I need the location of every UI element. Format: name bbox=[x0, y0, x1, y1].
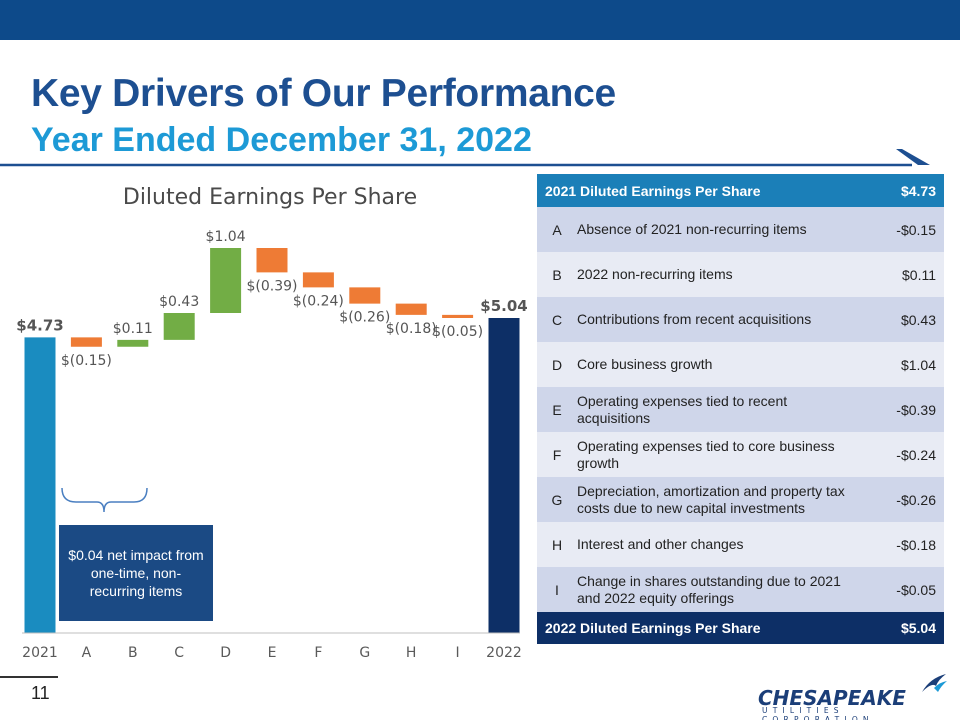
table-row: E Operating expenses tied to recent acqui… bbox=[537, 387, 944, 432]
footer-label: 2022 Diluted Earnings Per Share bbox=[545, 620, 761, 636]
data-label-a: $(0.15) bbox=[61, 353, 112, 369]
row-description: 2022 non-recurring items bbox=[577, 266, 733, 282]
bar-h bbox=[395, 303, 427, 315]
footer-value: $5.04 bbox=[900, 620, 936, 636]
row-letter: B bbox=[552, 266, 562, 283]
data-label-i: $(0.05) bbox=[432, 324, 483, 340]
table-header-row: 2021 Diluted Earnings Per Share $4.73 bbox=[537, 174, 944, 207]
bar-g bbox=[349, 287, 381, 304]
header-label: 2021 Diluted Earnings Per Share bbox=[545, 182, 761, 199]
brace-icon bbox=[61, 487, 148, 513]
row-value: -$0.18 bbox=[896, 536, 936, 553]
data-label-2021: $4.73 bbox=[16, 316, 63, 334]
logo-subtitle: UTILITIES CORPORATION bbox=[762, 706, 874, 720]
table-row: B 2022 non-recurring items $0.11 bbox=[537, 252, 944, 297]
bar-b bbox=[117, 339, 149, 347]
row-letter: A bbox=[552, 221, 562, 238]
data-label-c: $0.43 bbox=[159, 294, 199, 310]
x-tick-g: G bbox=[359, 645, 370, 661]
x-tick-e: E bbox=[268, 645, 277, 661]
x-tick-f: F bbox=[314, 645, 322, 661]
row-description: Change in shares outstanding due to 2021… bbox=[577, 572, 841, 606]
page-number: 11 bbox=[31, 683, 50, 703]
data-label-b: $0.11 bbox=[113, 321, 153, 337]
data-label-g: $(0.26) bbox=[339, 310, 390, 326]
chart-title: Diluted Earnings Per Share bbox=[122, 185, 418, 210]
data-label-2022: $5.04 bbox=[480, 297, 527, 315]
bar-f bbox=[302, 272, 334, 288]
row-value: -$0.26 bbox=[896, 491, 936, 508]
page-title: Key Drivers of Our Performance bbox=[31, 72, 616, 115]
x-tick-2021: 2021 bbox=[22, 645, 58, 661]
bar-e bbox=[256, 248, 288, 273]
bar-2021 bbox=[24, 337, 56, 633]
page-number-rule bbox=[0, 676, 58, 678]
x-tick-a: A bbox=[82, 645, 92, 661]
bird-icon bbox=[922, 674, 947, 692]
row-description: Contributions from recent acquisitions bbox=[577, 311, 812, 327]
row-letter: I bbox=[555, 581, 559, 598]
bar-c bbox=[163, 313, 195, 340]
data-label-d: $1.04 bbox=[206, 229, 246, 245]
row-description: Depreciation, amortization and property … bbox=[577, 482, 845, 516]
table-row: H Interest and other changes -$0.18 bbox=[537, 522, 944, 567]
bar-d bbox=[210, 248, 242, 313]
row-description: Interest and other changes bbox=[577, 536, 744, 552]
row-letter: E bbox=[552, 401, 562, 418]
row-value: $0.43 bbox=[900, 311, 936, 328]
row-letter: F bbox=[552, 446, 562, 463]
row-value: -$0.05 bbox=[896, 581, 936, 598]
row-description: Core business growth bbox=[577, 356, 713, 372]
row-letter: C bbox=[551, 311, 563, 328]
data-label-f: $(0.24) bbox=[293, 293, 344, 309]
net-impact-note: $0.04 net impact from one-time, non-recu… bbox=[59, 525, 213, 621]
row-value: $0.11 bbox=[902, 266, 936, 283]
data-label-h: $(0.18) bbox=[386, 321, 437, 337]
table-row: D Core business growth $1.04 bbox=[537, 342, 944, 387]
row-letter: D bbox=[551, 356, 563, 373]
logo-wordmark: CHESAPEAKE bbox=[758, 686, 906, 710]
company-logo: CHESAPEAKE UTILITIES CORPORATION bbox=[758, 672, 948, 720]
row-value: $1.04 bbox=[900, 356, 936, 373]
row-description: Absence of 2021 non-recurring items bbox=[577, 221, 807, 237]
table-footer-row: 2022 Diluted Earnings Per Share $5.04 bbox=[537, 612, 944, 644]
bar-a bbox=[70, 337, 102, 347]
row-letter: H bbox=[551, 536, 563, 553]
x-tick-i: I bbox=[456, 645, 460, 661]
x-tick-b: B bbox=[128, 645, 138, 661]
x-tick-h: H bbox=[406, 645, 417, 661]
x-tick-d: D bbox=[220, 645, 231, 661]
bar-2022 bbox=[488, 318, 520, 633]
bar-i bbox=[442, 314, 474, 318]
row-description: Operating expenses tied to recent acquis… bbox=[577, 392, 788, 426]
top-banner bbox=[0, 0, 960, 40]
row-letter: G bbox=[551, 491, 563, 508]
page-subtitle: Year Ended December 31, 2022 bbox=[31, 121, 532, 159]
row-value: -$0.39 bbox=[896, 401, 936, 418]
table-row: I Change in shares outstanding due to 202… bbox=[537, 567, 944, 612]
table-row: C Contributions from recent acquisitions $… bbox=[537, 297, 944, 342]
x-tick-c: C bbox=[174, 645, 184, 661]
table-row: G Depreciation, amortization and property… bbox=[537, 477, 944, 522]
eps-bridge-table: 2021 Diluted Earnings Per Share $4.73 A Abs… bbox=[537, 174, 944, 644]
table-row: F Operating expenses tied to core busines… bbox=[537, 432, 944, 477]
table-row: A Absence of 2021 non-recurring items -$0.… bbox=[537, 207, 944, 252]
row-description: Operating expenses tied to core business… bbox=[577, 437, 835, 471]
data-label-e: $(0.39) bbox=[246, 278, 297, 294]
row-value: -$0.15 bbox=[896, 221, 936, 238]
row-value: -$0.24 bbox=[896, 446, 936, 463]
x-tick-2022: 2022 bbox=[486, 645, 522, 661]
header-value: $4.73 bbox=[900, 182, 936, 199]
